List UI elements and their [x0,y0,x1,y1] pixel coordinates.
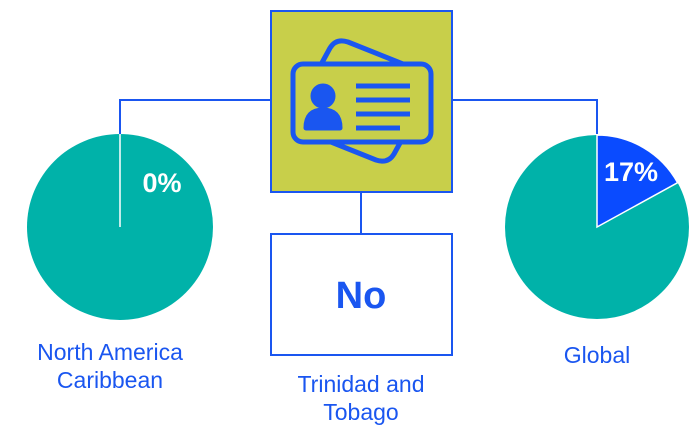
answer: No [336,275,387,317]
country-name: Trinidad and Tobago [297,371,425,425]
pie-value-label: 0% [142,168,181,198]
id-card-icon [290,38,434,164]
pie-label: Global [563,342,631,368]
connectors [119,99,598,233]
pie-label: North America Caribbean [37,339,183,393]
answer-box [270,233,453,356]
pie-slice [596,134,679,229]
pie-value-label: 17% [604,157,658,187]
